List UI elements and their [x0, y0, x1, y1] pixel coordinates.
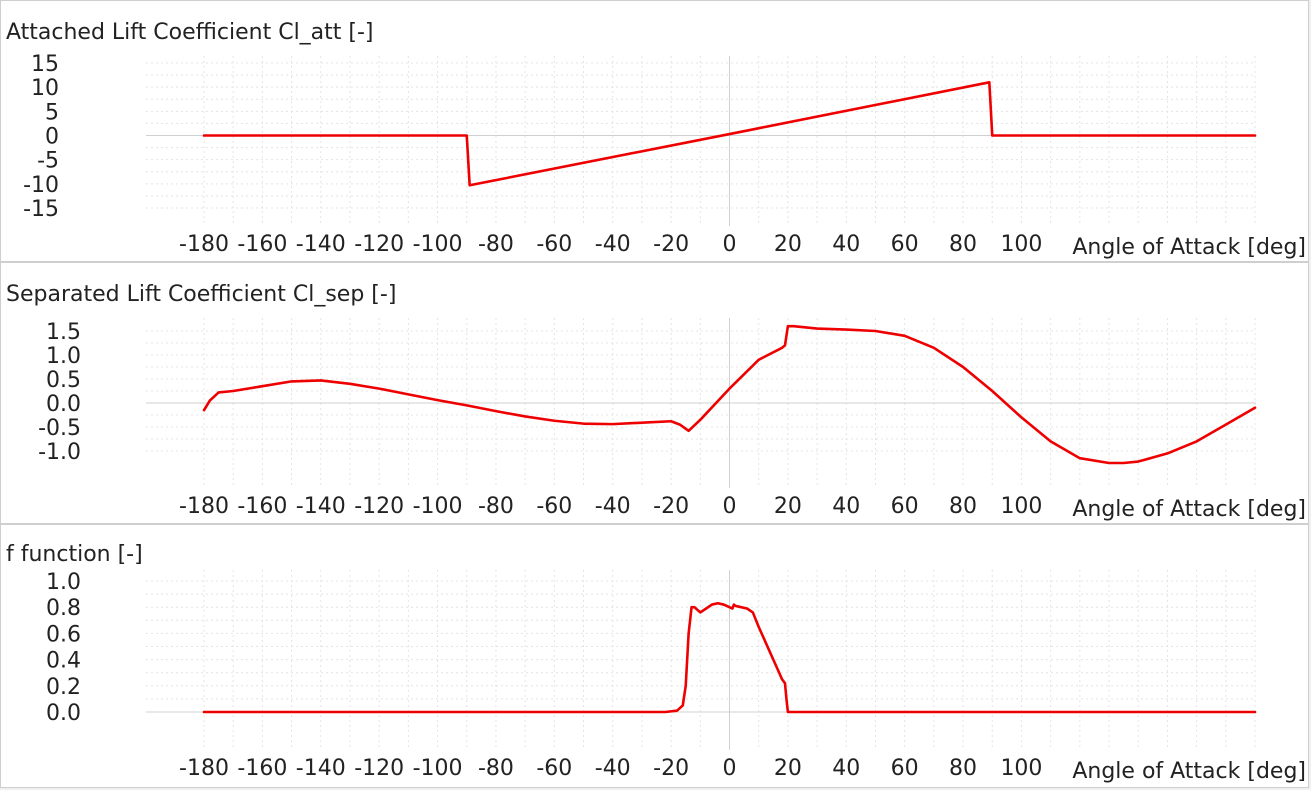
y-tick-label: -0.5: [38, 416, 81, 441]
chart-panel-f-function: f function [-] 1.0 0.8 0.6 0.4 0.2 0.0 -180 -160…: [0, 524, 1309, 788]
x-tick-label: 20: [774, 756, 802, 781]
x-tick-label: 20: [774, 232, 802, 257]
x-tick-label: -20: [653, 756, 689, 781]
x-axis-label: Angle of Attack [deg]: [1072, 497, 1306, 522]
y-tick-label: 0.8: [46, 596, 81, 621]
chart-panel-cl-sep: Separated Lift Coefficient Cl_sep [-] 1.5…: [0, 262, 1309, 524]
x-tick-label: 40: [832, 756, 860, 781]
x-tick-label: -100: [413, 232, 463, 257]
y-tick-label: -1.0: [38, 440, 81, 465]
y-tick-label: 5: [45, 100, 59, 125]
x-tick-label: 0: [723, 494, 737, 519]
x-tick-label: 80: [949, 756, 977, 781]
series-line-f: [202, 601, 1257, 714]
y-tick-label: -5: [37, 149, 59, 174]
y-tick-label: 15: [31, 52, 59, 77]
x-tick-label: -120: [354, 756, 404, 781]
x-tick-label: -60: [536, 494, 572, 519]
x-tick-label: -20: [653, 494, 689, 519]
x-tick-label: -80: [478, 232, 514, 257]
x-tick-label: -40: [595, 756, 631, 781]
x-tick-label: -160: [237, 494, 287, 519]
x-tick-label: -180: [179, 232, 229, 257]
x-tick-label: -140: [296, 494, 346, 519]
x-tick-label: -140: [296, 232, 346, 257]
x-tick-label: 60: [891, 494, 919, 519]
x-tick-label: -120: [354, 232, 404, 257]
x-tick-label: 60: [891, 756, 919, 781]
chart-title: Separated Lift Coefficient Cl_sep [-]: [6, 282, 396, 307]
series-line-cl-att: [202, 81, 1257, 187]
chart-title: f function [-]: [6, 542, 143, 567]
x-tick-label: -140: [296, 756, 346, 781]
x-tick-label: -120: [354, 494, 404, 519]
y-tick-label: -15: [23, 197, 59, 222]
x-tick-label: 40: [832, 232, 860, 257]
x-tick-label: -20: [653, 232, 689, 257]
x-axis-label: Angle of Attack [deg]: [1072, 235, 1306, 260]
x-tick-label: 60: [891, 232, 919, 257]
y-tick-label: 0.2: [46, 675, 81, 700]
x-tick-label: 0: [723, 756, 737, 781]
series-line-cl-sep: [202, 324, 1257, 465]
y-tick-label: 0: [45, 125, 59, 150]
x-tick-label: 20: [774, 494, 802, 519]
y-tick-label: 0.0: [46, 701, 81, 726]
chart-cl-att: Attached Lift Coefficient Cl_att [-]1510…: [6, 20, 1306, 260]
grid: [146, 570, 1256, 750]
x-tick-label: -100: [413, 756, 463, 781]
y-tick-label: 10: [31, 76, 59, 101]
x-tick-label: -60: [536, 232, 572, 257]
y-tick-label: 1.0: [46, 570, 81, 595]
x-tick-label: -100: [413, 494, 463, 519]
x-tick-label: -160: [237, 756, 287, 781]
x-tick-label: -40: [595, 232, 631, 257]
grid: [146, 318, 1256, 488]
grid: [146, 56, 1256, 226]
x-tick-label: -180: [179, 494, 229, 519]
x-tick-label: -60: [536, 756, 572, 781]
x-tick-label: 100: [1000, 232, 1042, 257]
x-tick-label: 100: [1000, 756, 1042, 781]
y-tick-label: 1.5: [46, 320, 81, 345]
x-tick-label: 80: [949, 232, 977, 257]
x-tick-label: 40: [832, 494, 860, 519]
x-axis-label: Angle of Attack [deg]: [1072, 759, 1306, 784]
x-tick-label: -160: [237, 232, 287, 257]
x-tick-label: -80: [478, 494, 514, 519]
y-tick-label: 1.0: [46, 344, 81, 369]
x-tick-label: -180: [179, 756, 229, 781]
x-tick-label: -40: [595, 494, 631, 519]
y-tick-label: 0.5: [46, 368, 81, 393]
y-tick-label: 0.0: [46, 392, 81, 417]
x-tick-label: -80: [478, 756, 514, 781]
y-tick-label: -10: [23, 173, 59, 198]
chart-panel-cl-att: Attached Lift Coefficient Cl_att [-] 15 10…: [0, 0, 1309, 262]
x-tick-label: 100: [1000, 494, 1042, 519]
y-tick-label: 0.6: [46, 622, 81, 647]
x-tick-label: 0: [723, 232, 737, 257]
chart-f-function: f function [-] 1.00.80.60.40.20.0 -180 -160…: [6, 542, 1306, 784]
y-tick-label: 0.4: [46, 649, 81, 674]
x-tick-label: 80: [949, 494, 977, 519]
chart-title: Attached Lift Coefficient Cl_att [-]: [6, 20, 374, 45]
chart-cl-sep: Separated Lift Coefficient Cl_sep [-] 1.5…: [6, 282, 1306, 522]
